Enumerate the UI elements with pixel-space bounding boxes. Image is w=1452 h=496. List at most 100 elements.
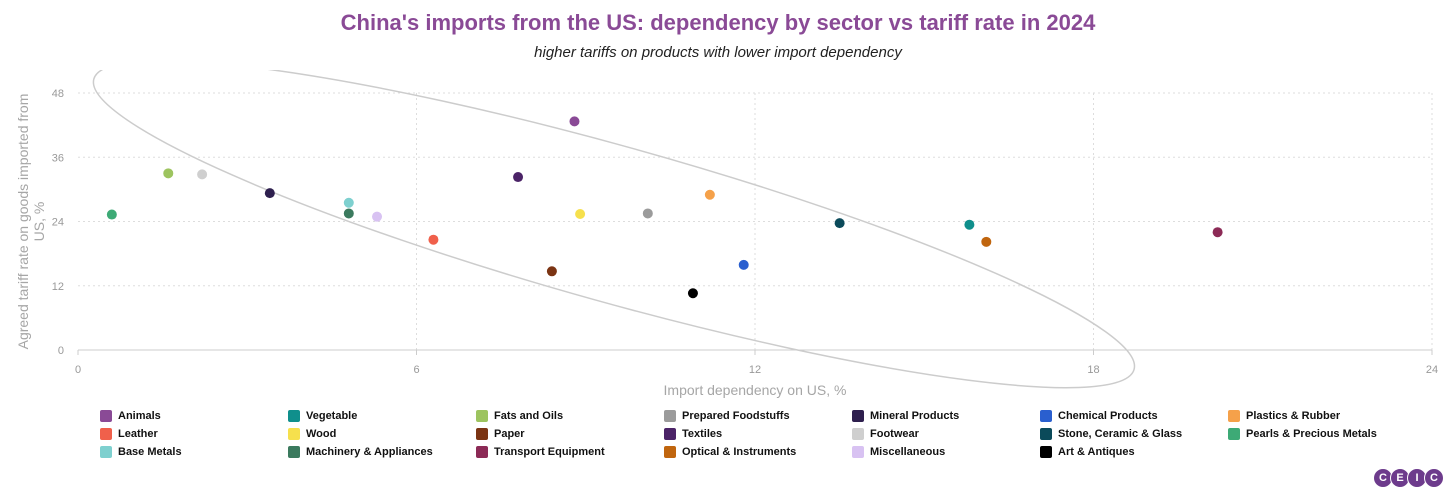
legend-item[interactable]: Textiles (664, 426, 722, 442)
legend-item[interactable]: Pearls & Precious Metals (1228, 426, 1377, 442)
legend-label: Machinery & Appliances (306, 446, 433, 458)
point-pearls-precious-metals (106, 209, 117, 220)
legend-item[interactable]: Miscellaneous (852, 444, 945, 460)
x-tick-label: 24 (1426, 364, 1438, 376)
point-art-antiques (687, 288, 698, 299)
legend-swatch (476, 446, 488, 458)
legend-item[interactable]: Chemical Products (1040, 408, 1158, 424)
legend-swatch (288, 410, 300, 422)
chart-subtitle: higher tariffs on products with lower im… (534, 44, 902, 61)
legend-label: Footwear (870, 428, 919, 440)
legend-item[interactable]: Transport Equipment (476, 444, 605, 460)
x-axis-title: Import dependency on US, % (664, 382, 847, 398)
legend-swatch (1228, 410, 1240, 422)
x-tick-label: 0 (75, 364, 81, 376)
legend-label: Chemical Products (1058, 410, 1158, 422)
legend-item[interactable]: Footwear (852, 426, 919, 442)
legend-swatch (852, 410, 864, 422)
x-tick-label: 12 (749, 364, 761, 376)
legend-item[interactable]: Wood (288, 426, 336, 442)
legend-label: Vegetable (306, 410, 358, 422)
point-machinery-appliances (343, 208, 354, 219)
point-footwear (197, 169, 208, 180)
point-vegetable (964, 219, 975, 230)
point-miscellaneous (372, 211, 383, 222)
legend-label: Prepared Foodstuffs (682, 410, 790, 422)
legend-item[interactable]: Prepared Foodstuffs (664, 408, 790, 424)
legend-swatch (100, 428, 112, 440)
legend-item[interactable]: Plastics & Rubber (1228, 408, 1340, 424)
legend-swatch (1040, 410, 1052, 422)
legend-label: Stone, Ceramic & Glass (1058, 428, 1183, 440)
point-wood (575, 209, 586, 220)
legend-swatch (664, 446, 676, 458)
legend-item[interactable]: Paper (476, 426, 525, 442)
legend-item[interactable]: Art & Antiques (1040, 444, 1135, 460)
logo-letter: I (1407, 468, 1427, 488)
chart-title: China's imports from the US: dependency … (340, 10, 1096, 35)
axes: 0 12 24 36 48 0 6 12 18 24 (52, 88, 1438, 376)
legend-swatch (476, 428, 488, 440)
legend-label: Pearls & Precious Metals (1246, 428, 1377, 440)
x-tick-label: 18 (1087, 364, 1099, 376)
legend-label: Mineral Products (870, 410, 960, 422)
point-prepared-foodstuffs (642, 208, 653, 219)
legend-swatch (1040, 446, 1052, 458)
y-tick-label: 12 (52, 281, 64, 293)
legend-swatch (1228, 428, 1240, 440)
logo-letter: C (1373, 468, 1393, 488)
legend-label: Plastics & Rubber (1246, 410, 1341, 422)
logo-letter: C (1424, 468, 1444, 488)
legend-item[interactable]: Base Metals (100, 444, 182, 460)
point-fats-and-oils (163, 168, 174, 179)
point-plastics-rubber (704, 189, 715, 200)
scatter-chart: 0 12 24 36 48 0 6 12 18 24 Import dependency on U… (15, 70, 1438, 398)
legend-swatch (288, 446, 300, 458)
legend-swatch (664, 410, 676, 422)
grid-lines (78, 92, 1433, 350)
legend-swatch (1040, 428, 1052, 440)
legend-label: Textiles (682, 428, 723, 440)
point-chemical-products (738, 259, 749, 270)
point-textiles (513, 172, 524, 183)
legend-label: Art & Antiques (1058, 446, 1135, 458)
legend-swatch (852, 428, 864, 440)
y-tick-label: 0 (58, 345, 64, 357)
y-tick-label: 36 (52, 152, 64, 164)
y-axis-title: Agreed tariff rate on goods imported fro… (15, 94, 47, 350)
x-tick-label: 6 (413, 364, 419, 376)
y-tick-label: 48 (52, 88, 64, 100)
data-points (106, 116, 1223, 299)
point-optical-instruments (981, 236, 992, 247)
legend-label: Animals (118, 410, 161, 422)
trend-ellipse (92, 70, 1136, 389)
legend-item[interactable]: Machinery & Appliances (288, 444, 433, 460)
point-paper (546, 266, 557, 277)
legend-swatch (288, 428, 300, 440)
point-mineral-products (264, 188, 275, 199)
y-axis-title-line: Agreed tariff rate on goods imported fro… (15, 94, 31, 350)
legend-label: Paper (494, 428, 525, 440)
trend-ellipse-shape (92, 70, 1136, 389)
legend-label: Miscellaneous (870, 446, 946, 458)
legend-item[interactable]: Vegetable (288, 408, 357, 424)
legend-item[interactable]: Mineral Products (852, 408, 959, 424)
point-transport-equipment (1212, 227, 1223, 238)
legend-swatch (100, 446, 112, 458)
legend-label: Transport Equipment (494, 446, 605, 458)
legend-item[interactable]: Fats and Oils (476, 408, 563, 424)
legend-label: Wood (306, 428, 337, 440)
legend-swatch (100, 410, 112, 422)
legend-item[interactable]: Optical & Instruments (664, 444, 796, 460)
y-tick-label: 24 (52, 217, 64, 229)
legend-swatch (852, 446, 864, 458)
legend-item[interactable]: Animals (100, 408, 161, 424)
point-base-metals (343, 197, 354, 208)
legend-swatch (476, 410, 488, 422)
legend-label: Fats and Oils (494, 410, 564, 422)
point-leather (428, 234, 439, 245)
legend-item[interactable]: Stone, Ceramic & Glass (1040, 426, 1182, 442)
legend-item[interactable]: Leather (100, 426, 158, 442)
legend-label: Leather (118, 428, 158, 440)
